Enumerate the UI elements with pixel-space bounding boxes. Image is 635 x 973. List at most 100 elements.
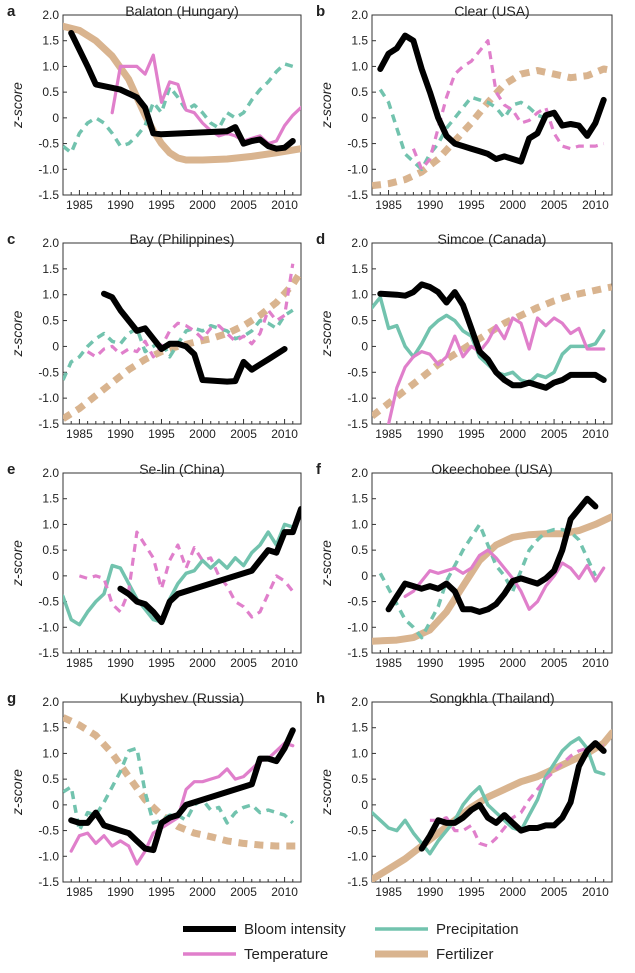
panel-letter: d bbox=[316, 231, 325, 248]
series-group bbox=[372, 32, 612, 190]
series-line-bloom-intensity bbox=[377, 32, 607, 165]
panel-c: c Bay (Philippines) z-score 2.0 1.5 1.0 0.5 0 -0… bbox=[7, 231, 302, 441]
x-tick-label: 2010 bbox=[582, 198, 609, 212]
x-tick-label: 1990 bbox=[107, 656, 134, 670]
y-tick-label: 2.0 bbox=[42, 466, 59, 480]
y-tick-label: 1.0 bbox=[351, 517, 368, 531]
y-tick-label: 0 bbox=[361, 111, 368, 125]
y-tick-label: -1.0 bbox=[347, 849, 368, 863]
series-group bbox=[372, 495, 612, 645]
y-tick-label: 2.0 bbox=[351, 695, 368, 709]
series-group bbox=[372, 729, 612, 882]
series-line-bloom-intensity bbox=[377, 281, 607, 391]
series-line-temperature bbox=[403, 548, 606, 611]
y-tick-label: 1.5 bbox=[351, 34, 368, 48]
x-tick-label: 1995 bbox=[148, 885, 175, 899]
x-tick-label: 2010 bbox=[271, 885, 298, 899]
axes-frame bbox=[371, 472, 613, 654]
y-axis-label: z-score bbox=[318, 82, 334, 129]
y-tick-label: 1.0 bbox=[351, 746, 368, 760]
x-tick-label: 2005 bbox=[230, 198, 257, 212]
series-line-bloom-intensity bbox=[68, 30, 296, 152]
x-tick-label: 2010 bbox=[582, 656, 609, 670]
y-tick-label: -1.5 bbox=[347, 646, 368, 660]
series-line-temperature bbox=[78, 530, 295, 619]
axes-frame bbox=[62, 14, 302, 196]
panels-layer: a Balaton (Hungary) z-score 2.0 1.5 1.0 0.5 0 -0… bbox=[7, 3, 613, 899]
panel-title: Okeechobee (USA) bbox=[431, 461, 552, 477]
y-tick-label: -0.5 bbox=[38, 824, 59, 838]
panel-h: h Songkhla (Thailand) z-score 2.0 1.5 1.0 0.5 0… bbox=[316, 690, 613, 899]
x-tick-label: 1985 bbox=[375, 656, 402, 670]
y-tick-label: -1.0 bbox=[347, 620, 368, 634]
y-tick-label: 1.0 bbox=[351, 59, 368, 73]
y-tick-label: -1.5 bbox=[38, 646, 59, 660]
series-line-bloom-intensity bbox=[385, 495, 599, 615]
y-tick-label: -1.5 bbox=[38, 188, 59, 202]
y-tick-label: 1.5 bbox=[42, 492, 59, 506]
y-tick-label: 0 bbox=[361, 569, 368, 583]
y-tick-label: 0.5 bbox=[351, 314, 368, 328]
x-tick-label: 1985 bbox=[66, 656, 93, 670]
panel-title: Kuybyshev (Russia) bbox=[120, 690, 245, 706]
panel-g: g Kuybyshev (Russia) z-score 2.0 1.5 1.0 0.5 0 -… bbox=[7, 690, 302, 899]
series-group bbox=[63, 263, 301, 422]
y-tick-label: -0.5 bbox=[347, 365, 368, 379]
series-line-fertilizer bbox=[372, 729, 612, 882]
y-tick-label: 1.0 bbox=[42, 59, 59, 73]
panel-d: d Simcoe (Canada) z-score 2.0 1.5 1.0 0.5 0 -0.5… bbox=[316, 231, 613, 441]
x-tick-label: 2005 bbox=[230, 656, 257, 670]
y-tick-label: 1.5 bbox=[351, 721, 368, 735]
x-tick-label: 2005 bbox=[230, 885, 257, 899]
x-tick-label: 1990 bbox=[417, 885, 444, 899]
y-axis-label: z-score bbox=[9, 82, 25, 129]
y-tick-label: 0 bbox=[52, 339, 59, 353]
panel-f: f Okeechobee (USA) z-score 2.0 1.5 1.0 0.5 0 -0.… bbox=[316, 461, 613, 670]
series-line-precipitation bbox=[63, 62, 294, 155]
x-tick-label: 1985 bbox=[66, 427, 93, 441]
y-axis-label: z-score bbox=[9, 310, 25, 357]
x-tick-label: 1995 bbox=[148, 427, 175, 441]
series-group bbox=[63, 714, 301, 866]
panel-letter: c bbox=[7, 231, 15, 248]
x-tick-label: 2000 bbox=[499, 656, 526, 670]
y-tick-label: 1.5 bbox=[42, 262, 59, 276]
y-tick-label: -1.5 bbox=[38, 875, 59, 889]
x-tick-label: 2000 bbox=[189, 656, 216, 670]
y-tick-label: 1.0 bbox=[42, 288, 59, 302]
y-tick-label: 0.5 bbox=[42, 314, 59, 328]
series-line-temperature bbox=[110, 53, 301, 146]
x-tick-label: 2010 bbox=[271, 198, 298, 212]
panel-a: a Balaton (Hungary) z-score 2.0 1.5 1.0 0.5 0 -0… bbox=[7, 3, 302, 212]
axes-frame bbox=[371, 14, 613, 196]
y-tick-label: 1.5 bbox=[351, 492, 368, 506]
series-line-temperature bbox=[411, 39, 605, 171]
x-tick-label: 1990 bbox=[107, 427, 134, 441]
y-tick-label: -1.0 bbox=[38, 620, 59, 634]
y-tick-label: 2.0 bbox=[42, 236, 59, 250]
series-line-precipitation bbox=[378, 88, 547, 172]
x-tick-label: 1990 bbox=[417, 427, 444, 441]
axes-frame bbox=[62, 242, 302, 425]
series-line-precipitation bbox=[378, 522, 597, 640]
panel-title: Simcoe (Canada) bbox=[438, 231, 547, 247]
y-tick-label: -0.5 bbox=[38, 365, 59, 379]
y-tick-label: 0 bbox=[52, 569, 59, 583]
panel-title: Songkhla (Thailand) bbox=[429, 690, 554, 706]
y-axis-label: z-score bbox=[318, 310, 334, 357]
x-tick-label: 1985 bbox=[375, 885, 402, 899]
series-line-fertilizer bbox=[63, 22, 301, 164]
series-line-bloom-intensity bbox=[68, 727, 296, 854]
x-tick-label: 2000 bbox=[189, 427, 216, 441]
panel-letter: e bbox=[7, 461, 15, 478]
series-line-bloom-intensity bbox=[101, 290, 288, 385]
panel-title: Clear (USA) bbox=[454, 3, 529, 19]
axes-frame bbox=[62, 472, 302, 654]
x-tick-label: 1985 bbox=[375, 198, 402, 212]
x-tick-label: 1995 bbox=[458, 427, 485, 441]
y-tick-label: -1.0 bbox=[38, 391, 59, 405]
x-tick-label: 1995 bbox=[458, 198, 485, 212]
y-tick-label: 0 bbox=[361, 798, 368, 812]
x-tick-label: 1995 bbox=[148, 656, 175, 670]
series-group bbox=[63, 506, 301, 627]
